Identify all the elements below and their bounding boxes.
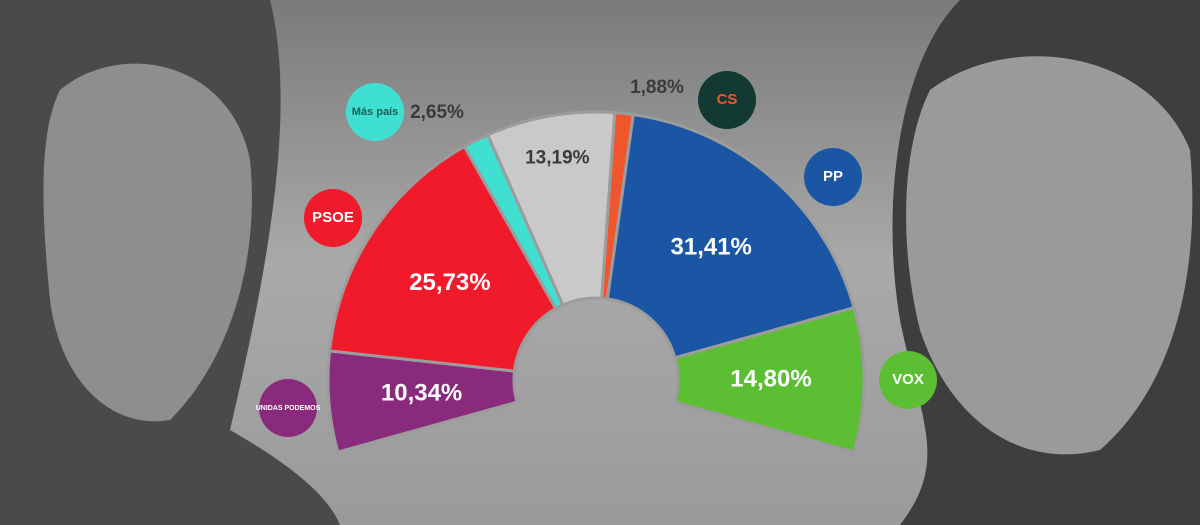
party-name: PSOE xyxy=(312,209,354,226)
party-name: UNIDAS PODEMOS xyxy=(256,405,321,412)
value-label: 10,34% xyxy=(381,380,462,407)
donut: 10,34% UNIDAS PODEMOS 25,73% PSOE 2,65% Más p… xyxy=(256,71,937,454)
right-face xyxy=(906,56,1193,455)
segment xyxy=(673,305,866,454)
segment xyxy=(605,112,856,360)
value-label: 2,65% xyxy=(410,102,464,123)
party-name: PP xyxy=(823,168,843,185)
party-logo xyxy=(259,379,317,437)
party-logo xyxy=(346,83,404,141)
party-name: VOX xyxy=(892,371,924,388)
value-label: 13,19% xyxy=(525,147,590,168)
party-logo xyxy=(304,189,362,247)
segment xyxy=(327,144,558,373)
value-label: 1,88% xyxy=(630,77,684,98)
value-label: 14,80% xyxy=(730,365,811,392)
party-logo xyxy=(879,351,937,409)
party-logo xyxy=(698,71,756,129)
value-label: 25,73% xyxy=(409,269,490,296)
party-name: CS xyxy=(717,91,738,108)
left-face xyxy=(43,63,252,422)
value-label: 31,41% xyxy=(671,234,752,261)
party-name: Más país xyxy=(352,106,398,118)
party-logo xyxy=(804,148,862,206)
